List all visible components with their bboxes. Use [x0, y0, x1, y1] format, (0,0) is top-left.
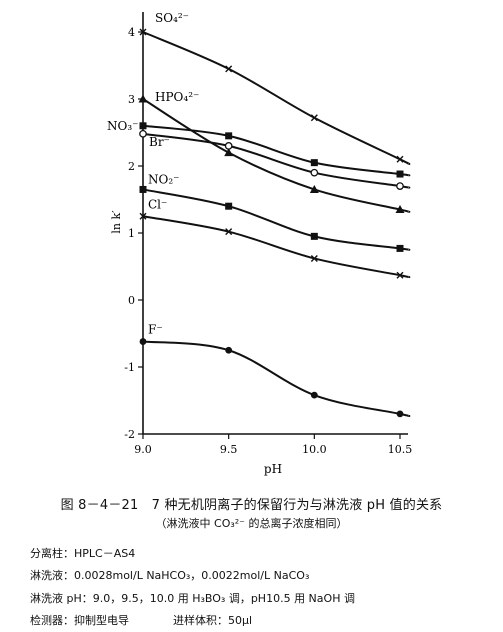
chart: -2 -1 0 1 2 3 4 9.0 9.5 10.0 10.5 SO₄²⁻ HPO₄²⁻ NO₃⁻…	[107, 11, 412, 476]
condition-detector: 检测器：抑制型电导	[30, 614, 129, 627]
data-point	[310, 391, 318, 399]
y-axis-ticks: -2 -1 0 1 2 3 4	[124, 26, 143, 441]
series-label: NO₃⁻	[107, 119, 138, 133]
series-label: HPO₄²⁻	[155, 90, 199, 104]
y-axis-label: ln k′	[110, 210, 123, 234]
data-point	[309, 184, 319, 193]
data-point	[225, 65, 233, 73]
data-point	[396, 155, 404, 163]
series-labels: SO₄²⁻ HPO₄²⁻ NO₃⁻ Br⁻ NO₂⁻ Cl⁻ F⁻	[107, 11, 199, 337]
x-tick-label: 10.5	[388, 443, 413, 456]
series-line	[142, 132, 411, 189]
chart-axes	[142, 12, 408, 435]
data-point	[139, 122, 147, 130]
y-tick-label: -2	[124, 428, 135, 441]
series-label: Br⁻	[149, 135, 170, 149]
series-line	[142, 188, 411, 251]
x-axis-label: pH	[264, 462, 282, 476]
data-point	[310, 232, 318, 240]
data-point	[396, 182, 404, 190]
y-tick-label: 1	[128, 227, 135, 240]
data-point	[396, 271, 404, 279]
data-point	[225, 346, 233, 354]
series-line	[142, 124, 411, 177]
data-point	[139, 338, 147, 345]
data-point	[396, 410, 404, 418]
data-point	[138, 94, 148, 103]
condition-ph: 淋洗液 pH：9.0，9.5，10.0 用 H₃BO₃ 调，pH10.5 用 N…	[30, 592, 355, 605]
series-label: Cl⁻	[148, 197, 167, 211]
series-label: SO₄²⁻	[155, 11, 189, 25]
figure-caption: 图 8－4－21 7 种无机阴离子的保留行为与淋洗液 pH 值的关系	[60, 498, 443, 513]
series-line	[142, 215, 411, 279]
data-point	[225, 132, 233, 140]
data-point	[139, 129, 147, 138]
series-line	[142, 98, 411, 213]
data-point	[225, 202, 233, 210]
series-line	[142, 340, 411, 418]
data-point	[139, 212, 147, 220]
y-tick-label: 4	[128, 26, 135, 39]
data-point	[310, 114, 318, 122]
data-point	[224, 148, 234, 157]
y-tick-label: 0	[128, 294, 135, 307]
data-point	[396, 244, 404, 252]
y-tick-label: 3	[128, 93, 135, 106]
condition-detector-volume: 检测器：抑制型电导 进样体积：50μl	[30, 612, 252, 628]
y-tick-label: -1	[124, 361, 135, 374]
y-tick-label: 2	[128, 160, 135, 173]
data-point	[139, 185, 147, 193]
series-label: NO₂⁻	[148, 172, 179, 186]
data-point	[310, 159, 318, 167]
data-point	[310, 254, 318, 262]
x-tick-label: 10.0	[302, 443, 327, 456]
data-point	[225, 228, 233, 236]
x-tick-label: 9.0	[134, 443, 152, 456]
data-point	[395, 205, 405, 214]
series-label: F⁻	[148, 323, 163, 337]
x-tick-label: 9.5	[220, 443, 238, 456]
series-markers	[138, 28, 405, 418]
data-point	[310, 168, 319, 177]
data-point	[139, 28, 147, 36]
data-point	[396, 170, 404, 178]
condition-eluent: 淋洗液：0.0028mol/L NaHCO₃，0.0022mol/L NaCO₃	[30, 569, 310, 582]
x-axis-ticks: 9.0 9.5 10.0 10.5	[134, 434, 412, 456]
condition-injection-volume: 进样体积：50μl	[173, 614, 253, 627]
condition-column: 分离柱：HPLC－AS4	[30, 547, 136, 560]
figure-note: （淋洗液中 CO₃²⁻ 的总离子浓度相同）	[155, 517, 348, 530]
data-point	[224, 142, 233, 150]
